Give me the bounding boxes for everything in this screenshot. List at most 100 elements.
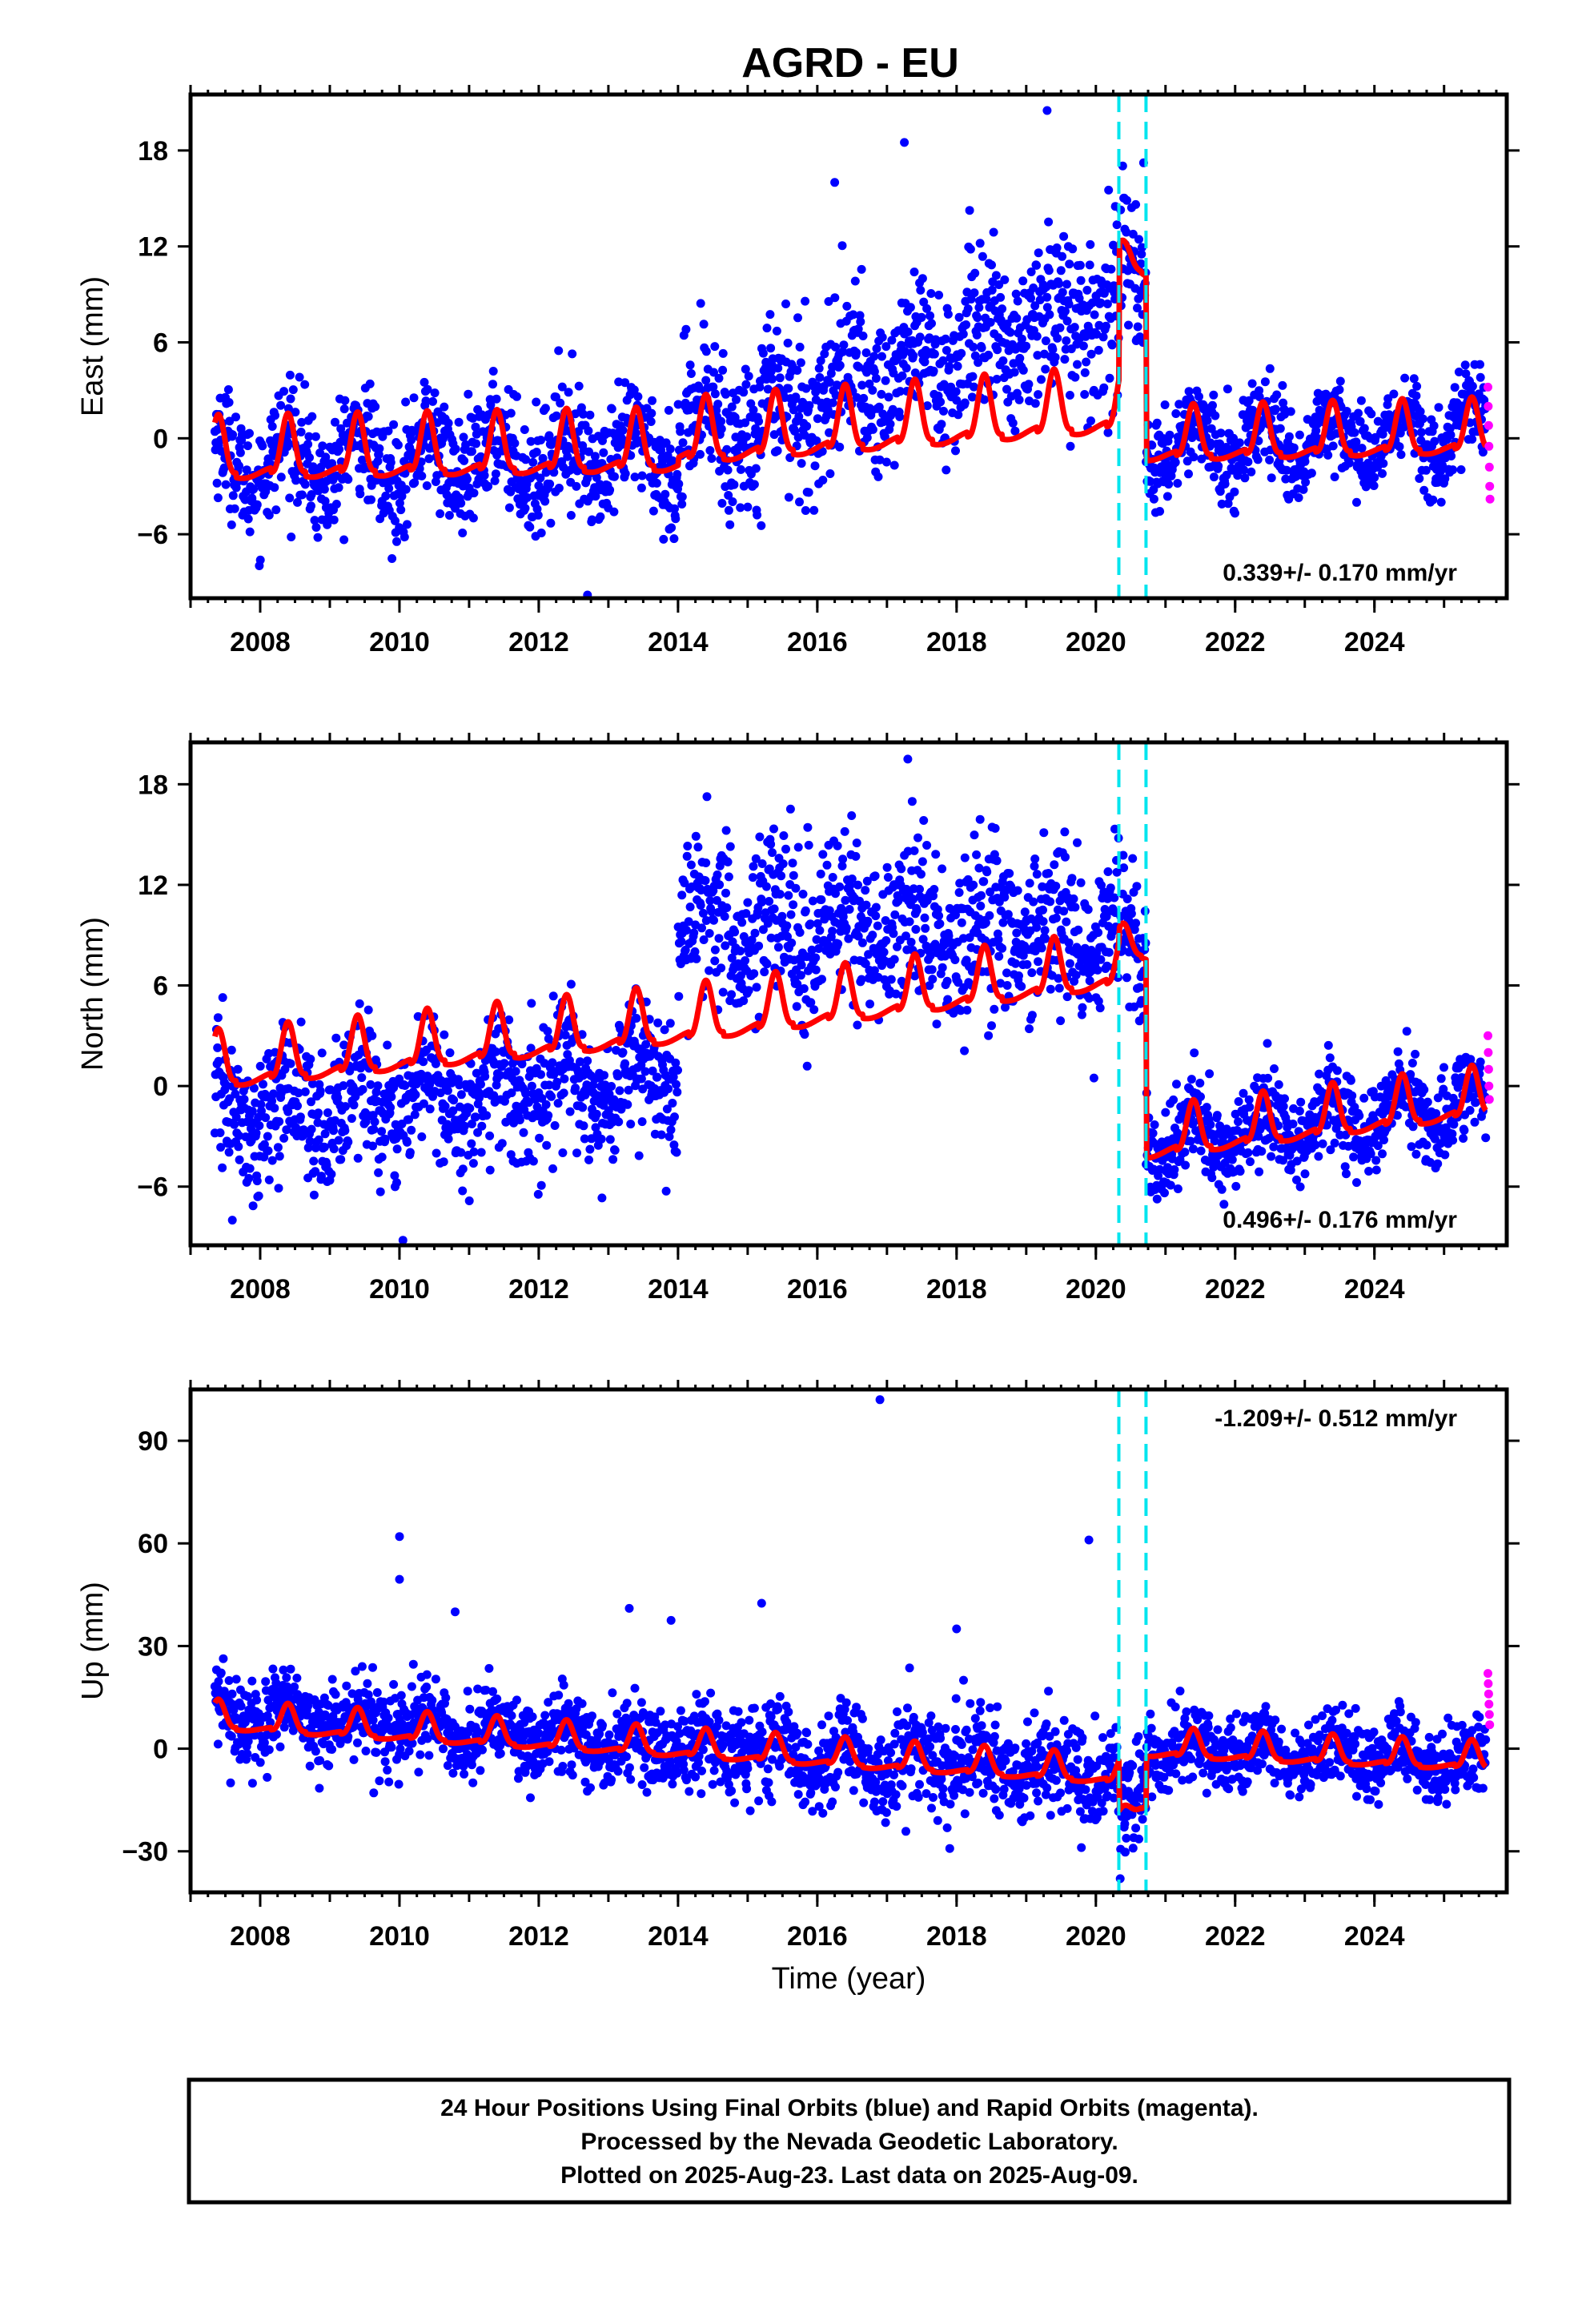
final-orbit-point (458, 1186, 468, 1196)
final-orbit-point (749, 480, 759, 489)
final-orbit-point (1274, 1080, 1283, 1089)
final-orbit-point (1058, 251, 1067, 261)
final-orbit-point (468, 1159, 478, 1168)
final-orbit-point (817, 975, 826, 984)
final-orbit-point (1203, 416, 1212, 425)
final-orbit-point (1041, 336, 1050, 346)
final-orbit-point (607, 1082, 616, 1091)
final-orbit-point (1160, 400, 1170, 409)
final-orbit-point (779, 831, 789, 840)
final-orbit-point (368, 1141, 377, 1151)
final-orbit-point (801, 296, 810, 306)
final-orbit-point (425, 1104, 435, 1114)
final-orbit-point (727, 402, 737, 412)
final-orbit-point (456, 498, 466, 508)
east-panel: 2008 2010 2012 2014 2016 2018 2020 2022 2024−606… (76, 85, 1520, 657)
final-orbit-point (982, 867, 992, 877)
final-orbit-point (1103, 428, 1113, 437)
final-orbit-point (768, 848, 777, 858)
final-orbit-point (857, 938, 867, 947)
final-orbit-point (1054, 983, 1064, 993)
final-orbit-point (283, 442, 292, 452)
final-orbit-point (1078, 341, 1088, 351)
final-orbit-point (252, 1176, 262, 1186)
final-orbit-point (962, 287, 972, 297)
y-tick-label: 0 (153, 424, 168, 454)
final-orbit-point (565, 1107, 575, 1116)
final-orbit-point (267, 1156, 277, 1165)
final-orbit-point (1150, 1120, 1159, 1129)
final-orbit-point (248, 1201, 258, 1211)
final-orbit-point (1073, 360, 1082, 369)
final-orbit-point (697, 923, 706, 933)
final-orbit-point (993, 345, 1002, 355)
final-orbit-point (958, 329, 968, 339)
final-orbit-point (541, 1100, 551, 1109)
final-orbit-point (1438, 460, 1447, 470)
final-orbit-point (996, 292, 1006, 302)
final-orbit-point (664, 1084, 673, 1094)
final-orbit-point (255, 555, 265, 565)
final-orbit-point (329, 515, 339, 525)
final-orbit-point (717, 963, 726, 973)
final-orbit-point (339, 1081, 348, 1091)
final-orbit-point (607, 404, 616, 414)
final-orbit-point (936, 397, 946, 407)
final-orbit-point (1076, 878, 1086, 887)
final-orbit-point (1468, 381, 1477, 391)
outlier-point (830, 178, 840, 187)
final-orbit-point (931, 850, 941, 859)
final-orbit-point (945, 362, 954, 371)
final-orbit-point (440, 1030, 449, 1039)
final-orbit-point (705, 929, 714, 938)
final-orbit-point (736, 947, 745, 955)
final-orbit-point (1313, 419, 1323, 428)
final-orbit-point (340, 396, 350, 405)
final-orbit-point (329, 1126, 338, 1136)
final-orbit-point (717, 499, 727, 508)
final-orbit-point (615, 1086, 624, 1096)
final-orbit-point (838, 347, 848, 356)
final-orbit-point (901, 364, 911, 373)
final-orbit-point (303, 440, 313, 449)
final-orbit-point (276, 400, 286, 410)
final-orbit-point (579, 1121, 588, 1131)
final-orbit-point (275, 1117, 284, 1126)
final-orbit-point (673, 1088, 682, 1097)
final-orbit-point (957, 348, 966, 358)
final-orbit-point (741, 364, 750, 374)
final-orbit-point (339, 1040, 349, 1050)
final-orbit-point (347, 1114, 356, 1124)
final-orbit-point (1257, 1147, 1267, 1156)
final-orbit-point (1335, 385, 1344, 395)
final-orbit-point (1289, 443, 1299, 452)
final-orbit-point (521, 455, 531, 464)
final-orbit-point (969, 382, 978, 392)
final-orbit-point (1247, 379, 1257, 388)
final-orbit-point (460, 456, 469, 465)
final-orbit-point (801, 506, 810, 515)
final-orbit-point (1161, 1108, 1170, 1117)
final-orbit-point (588, 515, 596, 525)
final-orbit-point (1059, 231, 1069, 241)
final-orbit-point (620, 1059, 630, 1068)
final-orbit-point (610, 472, 619, 481)
final-orbit-point (951, 446, 960, 456)
final-orbit-point (467, 1139, 476, 1148)
final-orbit-point (957, 918, 966, 927)
final-orbit-point (243, 514, 253, 524)
final-orbit-point (1134, 235, 1143, 244)
final-orbit-point (631, 428, 640, 438)
final-orbit-point (897, 864, 906, 874)
final-orbit-point (773, 943, 783, 952)
final-orbit-point (1300, 1169, 1310, 1179)
final-orbit-point (1460, 360, 1470, 370)
final-orbit-point (1148, 1128, 1158, 1138)
final-orbit-point (1012, 313, 1022, 323)
final-orbit-point (917, 274, 927, 283)
final-orbit-point (1478, 448, 1488, 457)
final-orbit-point (838, 854, 848, 864)
final-orbit-point (686, 860, 696, 870)
final-orbit-point (1378, 468, 1387, 478)
final-orbit-point (476, 1148, 486, 1157)
